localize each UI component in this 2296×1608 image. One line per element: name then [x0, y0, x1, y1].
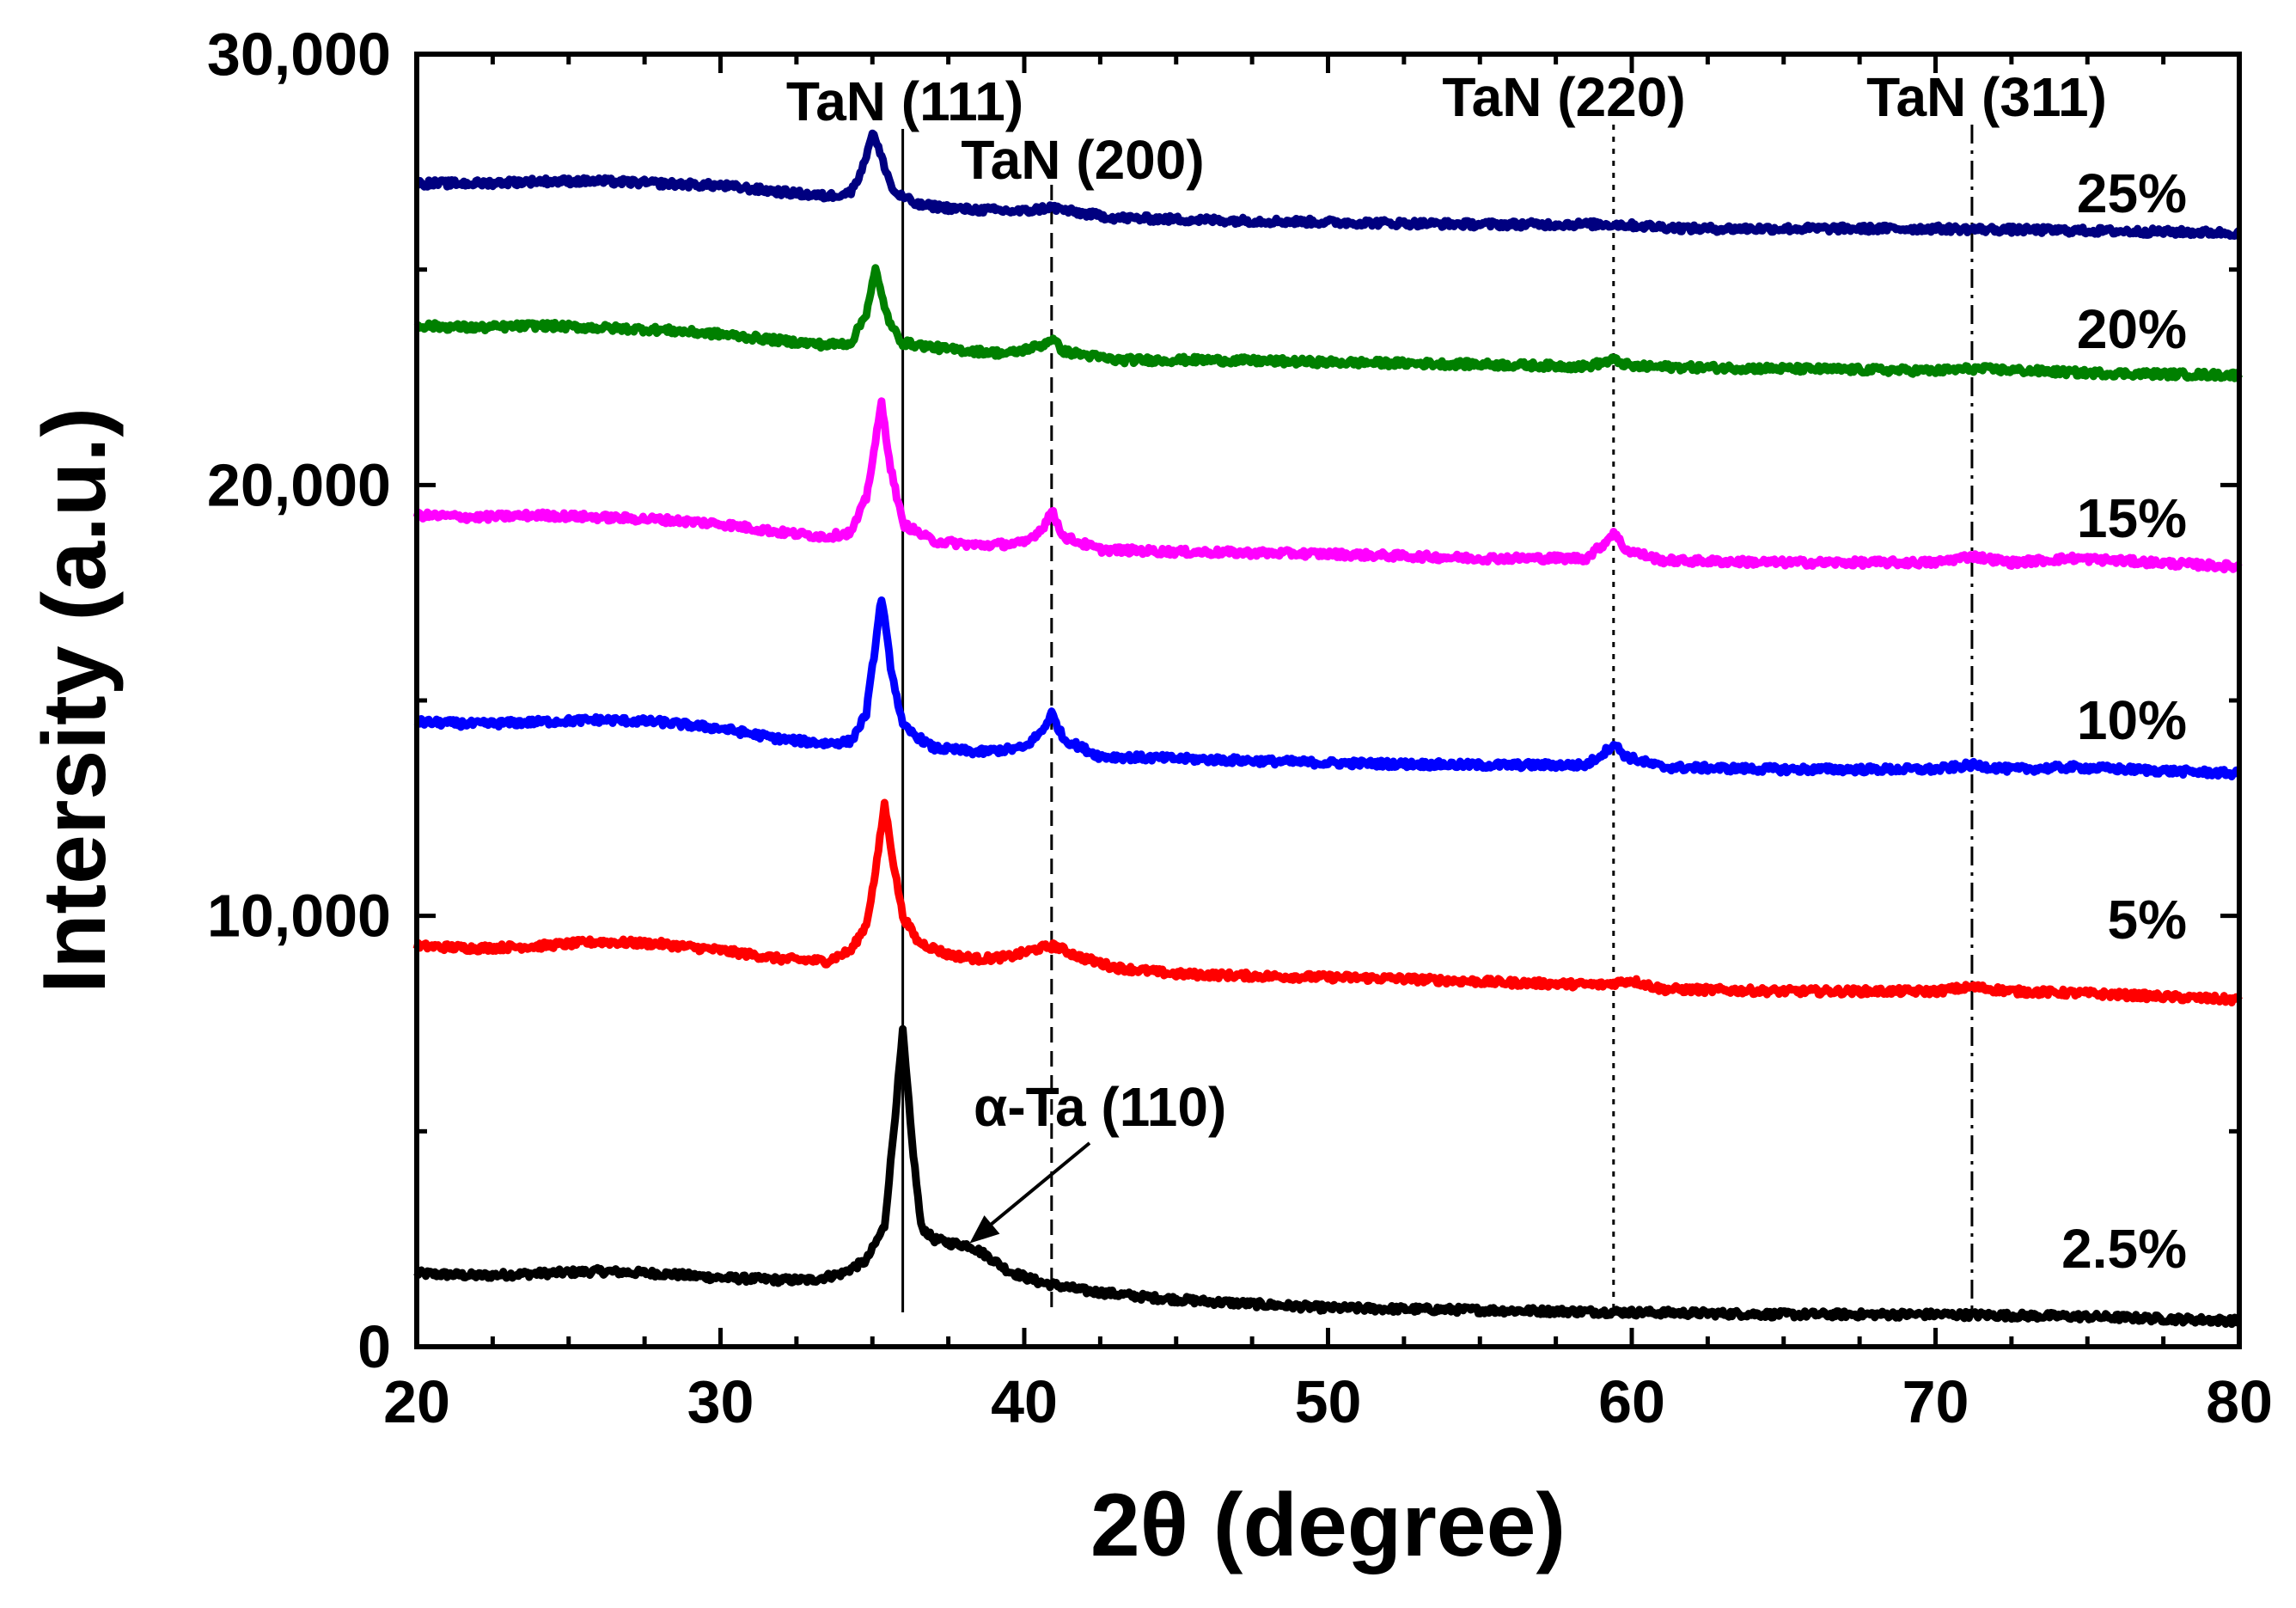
x-axis-title: 2θ (degree): [1090, 1476, 1566, 1575]
peak-label: TaN (311): [1866, 66, 2107, 128]
y-tick-label: 0: [357, 1313, 391, 1380]
x-tick-label: 50: [1295, 1368, 1362, 1435]
series-line: [412, 798, 2243, 1006]
y-tick-label: 10,000: [207, 883, 391, 950]
x-tick-label: 20: [383, 1368, 450, 1435]
series-label: 5%: [2108, 889, 2188, 951]
y-axis-title: Intersity (a.u.): [25, 407, 125, 994]
series-labels: 2.5% 5% 10% 15% 20% 25%: [2061, 162, 2187, 1280]
series-line: [413, 1024, 2242, 1329]
peak-labels: TaN (111)TaN (200) TaN (220) TaN (311): [786, 66, 2107, 191]
x-tick-label: 60: [1598, 1368, 1665, 1435]
y-tick-label: 30,000: [207, 21, 391, 88]
axis-ticks: [414, 52, 2242, 1349]
peak-label: TaN (200): [961, 129, 1204, 191]
series-line: [413, 596, 2242, 780]
annotation-label: α-Ta (110): [974, 1076, 1226, 1138]
y-tick-labels: 0 10,000 20,000 30,000: [207, 21, 391, 1380]
annotation: α-Ta (110): [969, 1076, 1226, 1244]
x-tick-label: 80: [2206, 1368, 2273, 1435]
series-group: [412, 129, 2244, 1329]
series-line: [412, 397, 2243, 574]
x-tick-labels: 20 30 40 50 60 70 80: [383, 1368, 2273, 1435]
x-tick-label: 40: [991, 1368, 1058, 1435]
annotation-arrow: [975, 1141, 1091, 1238]
x-tick-label: 30: [687, 1368, 754, 1435]
peak-label: TaN (111): [786, 70, 1023, 132]
series-label: 15%: [2077, 487, 2187, 549]
series-line: [413, 264, 2244, 382]
peak-label: TaN (220): [1442, 66, 1685, 128]
series-label: 25%: [2077, 162, 2187, 224]
y-tick-label: 20,000: [207, 451, 391, 518]
series-label: 10%: [2077, 689, 2187, 751]
series-label: 2.5%: [2061, 1218, 2187, 1280]
annotation-arrowhead: [969, 1215, 1000, 1244]
series-line: [414, 129, 2242, 240]
x-tick-label: 70: [1902, 1368, 1969, 1435]
series-label: 20%: [2077, 298, 2187, 360]
